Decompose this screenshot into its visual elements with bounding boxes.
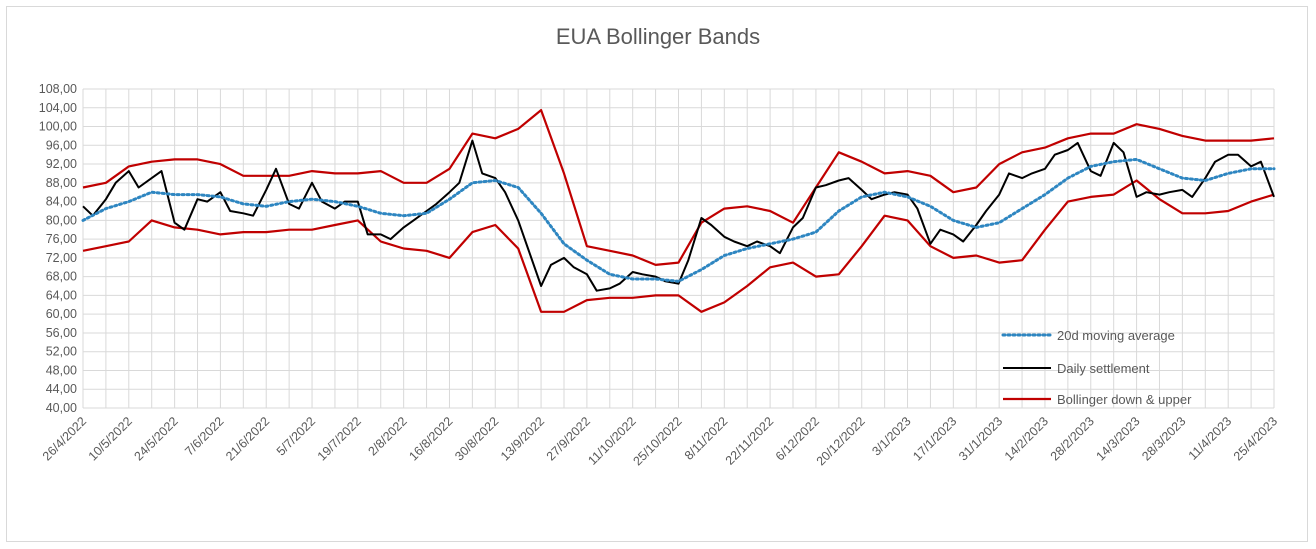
x-tick-label: 5/7/2022 <box>274 414 318 458</box>
legend: 20d moving average Daily settlement Bollin… <box>1001 328 1192 407</box>
legend-item-moving-average: 20d moving average <box>1001 328 1175 343</box>
y-tick-label: 96,00 <box>46 138 77 152</box>
x-tick-label: 28/2/2023 <box>1048 414 1097 463</box>
x-tick-label: 14/3/2023 <box>1093 414 1142 463</box>
y-tick-label: 52,00 <box>46 345 77 359</box>
x-tick-label: 8/11/2022 <box>682 414 731 463</box>
y-tick-label: 48,00 <box>46 363 77 377</box>
x-tick-label: 31/1/2023 <box>956 414 1005 463</box>
x-tick-label: 25/10/2022 <box>630 414 684 468</box>
moving-average-line <box>81 157 1276 283</box>
daily-settlement-line <box>82 139 1275 292</box>
x-tick-label: 3/1/2023 <box>869 414 913 458</box>
legend-item-daily-settlement: Daily settlement <box>1003 361 1150 376</box>
y-tick-label: 44,00 <box>46 382 77 396</box>
y-tick-label: 40,00 <box>46 401 77 415</box>
y-tick-label: 84,00 <box>46 195 77 209</box>
y-tick-label: 68,00 <box>46 270 77 284</box>
bollinger-lower-line <box>82 179 1275 313</box>
x-tick-label: 17/1/2023 <box>910 414 959 463</box>
legend-label: 20d moving average <box>1057 328 1175 343</box>
y-tick-label: 60,00 <box>46 307 77 321</box>
x-tick-label: 24/5/2022 <box>132 414 181 463</box>
y-tick-label: 72,00 <box>46 251 77 265</box>
y-tick-label: 108,00 <box>39 82 77 96</box>
x-tick-label: 20/12/2022 <box>814 414 868 468</box>
x-tick-label: 26/4/2022 <box>40 414 89 463</box>
x-tick-label: 16/8/2022 <box>406 414 455 463</box>
x-tick-label: 22/11/2022 <box>723 414 777 468</box>
x-tick-label: 21/6/2022 <box>223 414 272 463</box>
y-tick-label: 104,00 <box>39 101 77 115</box>
x-tick-label: 14/2/2023 <box>1002 414 1051 463</box>
x-tick-label: 6/12/2022 <box>773 414 822 463</box>
x-tick-label: 7/6/2022 <box>182 414 226 458</box>
y-tick-label: 64,00 <box>46 288 77 302</box>
y-tick-label: 92,00 <box>46 157 77 171</box>
y-tick-label: 76,00 <box>46 232 77 246</box>
x-tick-label: 25/4/2023 <box>1231 414 1280 463</box>
x-tick-label: 28/3/2023 <box>1139 414 1188 463</box>
x-tick-label: 2/8/2022 <box>365 414 409 458</box>
y-tick-label: 100,00 <box>39 120 77 134</box>
x-tick-label: 10/5/2022 <box>86 414 135 463</box>
y-tick-label: 88,00 <box>46 176 77 190</box>
x-tick-label: 30/8/2022 <box>452 414 501 463</box>
legend-label: Bollinger down & upper <box>1057 392 1192 407</box>
x-tick-label: 27/9/2022 <box>544 414 593 463</box>
y-tick-label: 80,00 <box>46 213 77 227</box>
legend-label: Daily settlement <box>1057 361 1150 376</box>
y-axis-ticks: 40,00 44,00 48,00 52,00 56,00 60,00 64,00 68,00… <box>39 82 77 415</box>
bollinger-upper-line <box>82 109 1275 266</box>
series-lines <box>81 109 1276 313</box>
chart-title: EUA Bollinger Bands <box>555 24 761 49</box>
x-tick-label: 13/9/2022 <box>498 414 547 463</box>
y-tick-label: 56,00 <box>46 326 77 340</box>
x-tick-label: 11/4/2023 <box>1186 414 1235 463</box>
x-tick-label: 19/7/2022 <box>315 414 364 463</box>
legend-item-bollinger: Bollinger down & upper <box>1003 392 1192 407</box>
